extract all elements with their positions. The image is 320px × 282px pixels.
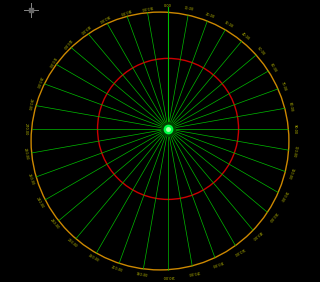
Text: 10.00: 10.00 [184,6,195,12]
Text: 100.00: 100.00 [292,145,298,158]
Text: 330.00: 330.00 [98,13,110,23]
Text: 30.00: 30.00 [223,20,234,29]
Text: 120.00: 120.00 [279,189,288,202]
Text: 290.00: 290.00 [35,75,43,88]
Text: 40.00: 40.00 [240,32,251,41]
Text: 300.00: 300.00 [46,55,56,68]
Text: 70.00: 70.00 [280,81,287,92]
Text: 310.00: 310.00 [61,38,72,50]
Text: 200.00: 200.00 [111,265,124,273]
Text: 220.00: 220.00 [66,238,78,249]
Text: 0.00: 0.00 [164,4,172,8]
Text: 160.00: 160.00 [211,259,223,267]
Text: 340.00: 340.00 [118,7,132,15]
Text: 320.00: 320.00 [78,24,91,35]
Text: 50.00: 50.00 [256,46,266,56]
Text: 230.00: 230.00 [49,219,60,231]
Text: 250.00: 250.00 [27,173,35,186]
Text: 260.00: 260.00 [23,147,29,160]
Text: 20.00: 20.00 [204,12,215,19]
Text: 80.00: 80.00 [288,102,293,113]
Text: 60.00: 60.00 [269,63,278,73]
Text: 180.00: 180.00 [162,274,174,278]
Text: 150.00: 150.00 [232,246,245,255]
Text: 130.00: 130.00 [267,210,277,222]
Text: 190.00: 190.00 [136,272,149,278]
Text: 140.00: 140.00 [251,229,263,240]
Text: 350.00: 350.00 [140,4,153,10]
Text: 280.00: 280.00 [27,98,33,111]
Text: 170.00: 170.00 [187,269,200,275]
Text: 110.00: 110.00 [287,167,295,180]
Text: 210.00: 210.00 [87,254,100,263]
Text: 90.00: 90.00 [292,124,296,134]
Text: 270.00: 270.00 [24,123,28,135]
Text: 240.00: 240.00 [35,197,45,209]
